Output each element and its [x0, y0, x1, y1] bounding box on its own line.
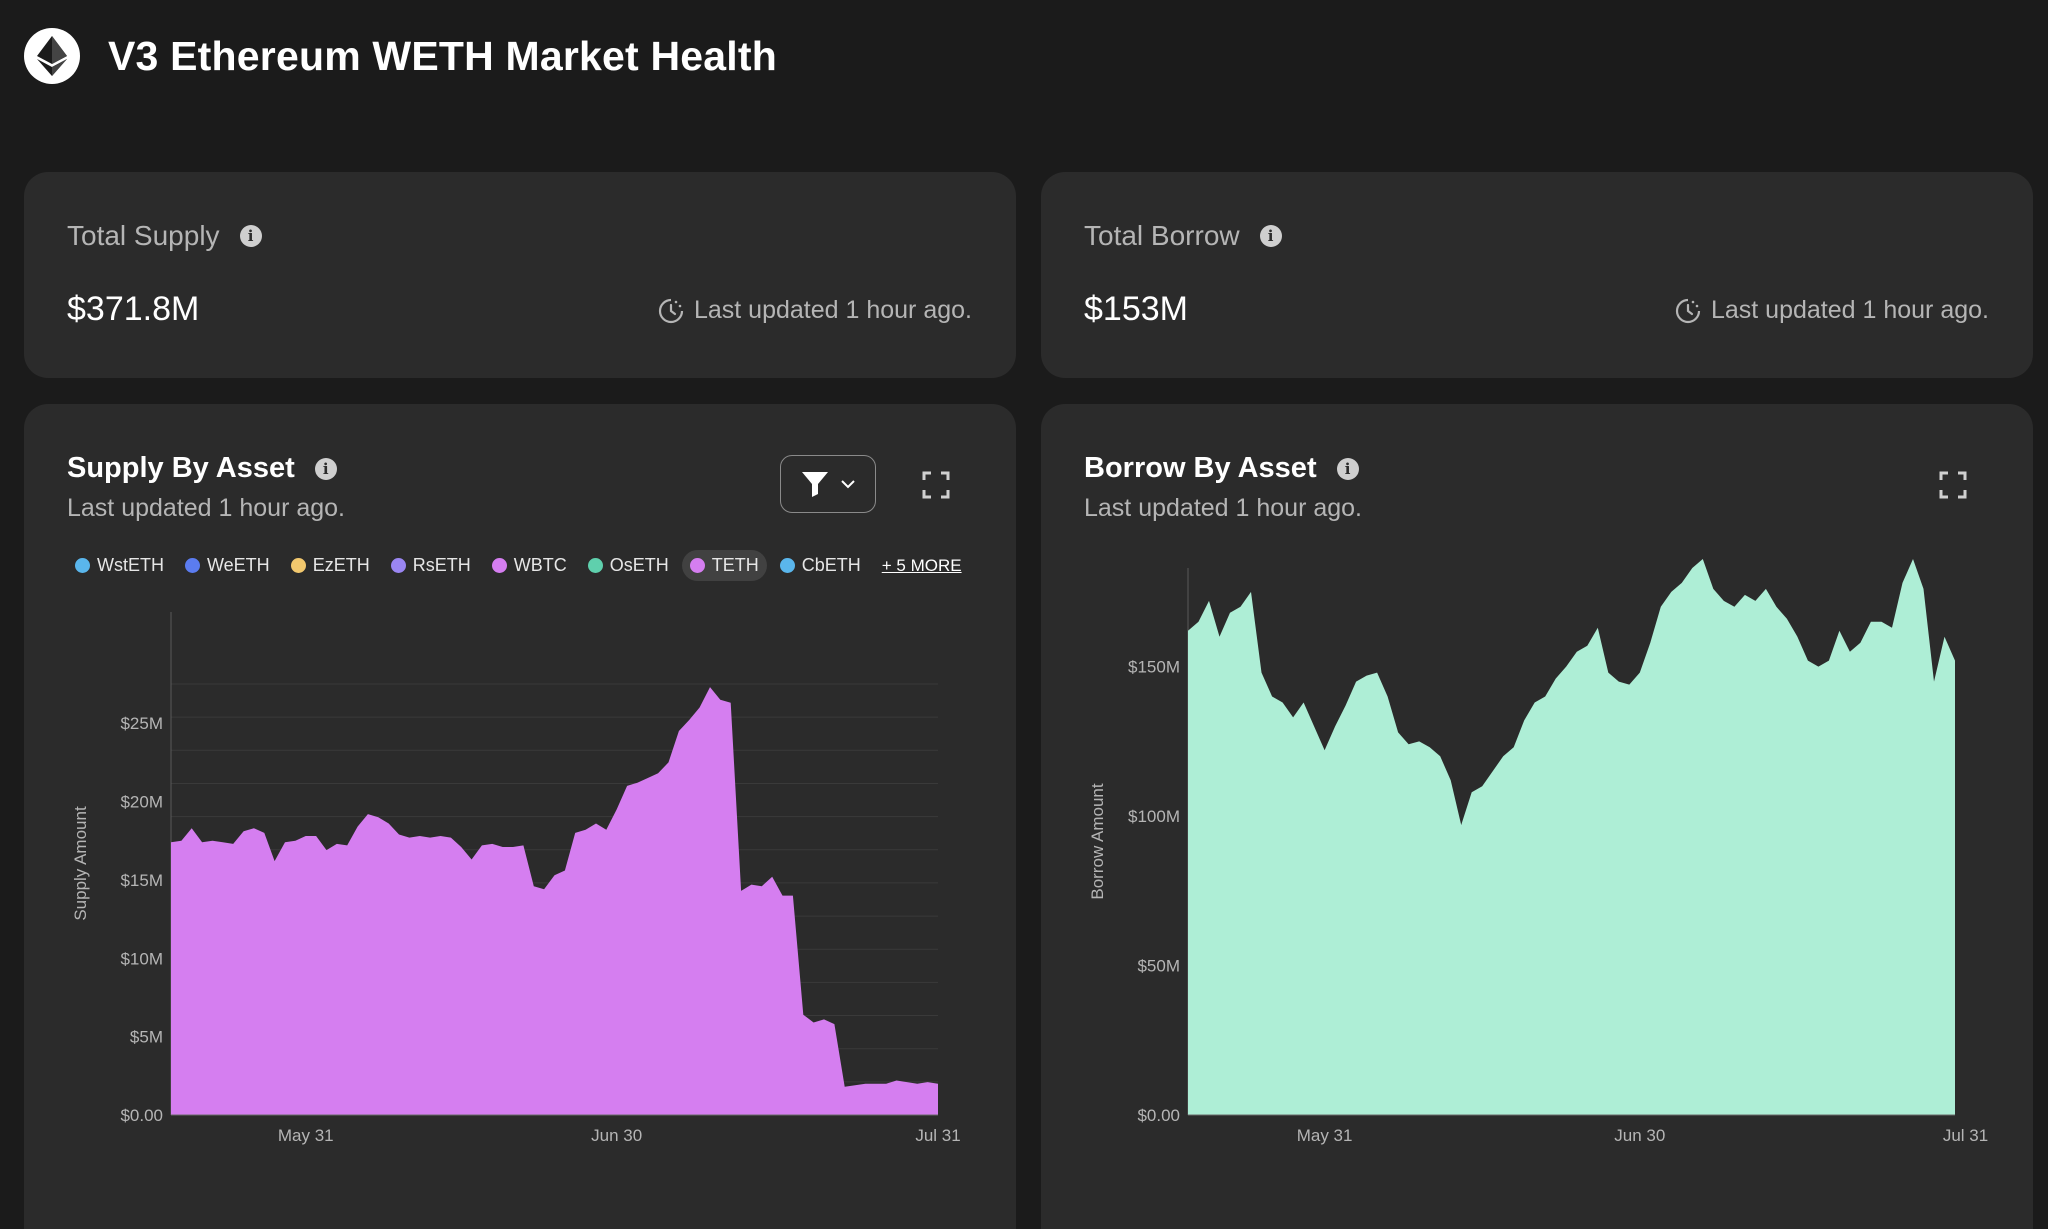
legend-item-ezeth[interactable]: EzETH — [283, 550, 378, 581]
y-tick-label: $50M — [1137, 957, 1180, 976]
expand-icon[interactable] — [1938, 470, 1968, 500]
legend-item-wsteth[interactable]: WstETH — [67, 550, 172, 581]
filter-dropdown-button[interactable] — [780, 455, 876, 513]
total-supply-value: $371.8M — [67, 290, 200, 328]
total-supply-label: Total Supply — [67, 220, 220, 251]
total-borrow-card: Total Borrow i $153M Last updated 1 hour… — [1041, 172, 2033, 378]
total-borrow-value: $153M — [1084, 290, 1188, 328]
y-axis-label: Supply Amount — [71, 806, 90, 921]
y-tick-label: $20M — [120, 793, 163, 812]
more-legend-link[interactable]: + 5 MORE — [881, 555, 962, 575]
supply-chart-title: Supply By Asset i — [67, 452, 337, 485]
last-updated: Last updated 1 hour ago. — [658, 296, 972, 325]
legend-item-teth[interactable]: TETH — [681, 550, 767, 581]
y-tick-label: $150M — [1128, 658, 1180, 677]
last-updated-text: Last updated 1 hour ago. — [1710, 296, 1989, 324]
legend-label: RsETH — [412, 555, 471, 575]
legend-label: WeETH — [207, 555, 270, 575]
borrow-chart: $0.00 $50M $100M $150M May 31 Jun 30 Jul 31 Bor… — [1088, 559, 1988, 1145]
borrow-by-asset-card: Borrow By Asset i Last updated 1 hour ag… — [1041, 404, 2033, 1229]
legend-item-weeth[interactable]: WeETH — [177, 550, 278, 581]
borrow-chart-title-text: Borrow By Asset — [1084, 452, 1317, 484]
x-tick-label: Jun 30 — [591, 1126, 642, 1145]
legend-label: WBTC — [513, 555, 567, 575]
y-tick-label: $10M — [120, 949, 163, 968]
expand-icon[interactable] — [921, 470, 951, 500]
y-axis-label: Borrow Amount — [1088, 783, 1107, 899]
legend-dot — [290, 558, 306, 573]
legend-dot — [491, 558, 507, 573]
supply-chart-subtitle: Last updated 1 hour ago. — [67, 494, 346, 522]
x-tick-label: Jul 31 — [915, 1126, 960, 1145]
ethereum-icon — [24, 28, 80, 84]
legend-item-cbeth[interactable]: CbETH — [772, 550, 869, 581]
last-updated-text: Last updated 1 hour ago. — [693, 296, 972, 324]
legend-dot — [390, 558, 406, 573]
legend-dot — [689, 558, 705, 573]
legend-label: OsETH — [609, 555, 669, 575]
borrow-chart-subtitle: Last updated 1 hour ago. — [1084, 494, 1363, 522]
chevron-down-icon — [841, 480, 855, 489]
legend-label: EzETH — [312, 555, 370, 575]
supply-by-asset-card: Supply By Asset i Last updated 1 hour ag… — [24, 404, 1016, 1229]
y-tick-label: $0.00 — [120, 1106, 163, 1125]
total-borrow-title: Total Borrow i — [1084, 220, 1282, 252]
legend-dot — [779, 558, 795, 573]
legend-label: WstETH — [97, 555, 164, 575]
page-title: V3 Ethereum WETH Market Health — [108, 32, 777, 79]
legend-dot — [75, 558, 90, 573]
x-tick-label: Jul 31 — [1943, 1126, 1988, 1145]
info-icon[interactable]: i — [1259, 225, 1282, 247]
supply-chart: $0.00 $5M $10M $15M $20M $25M May 31 Jun 30 Jul … — [71, 612, 961, 1145]
clock-icon — [1675, 298, 1701, 323]
y-tick-label: $100M — [1128, 807, 1180, 826]
y-tick-label: $0.00 — [1137, 1106, 1180, 1125]
legend-label: TETH — [711, 555, 759, 575]
x-tick-label: Jun 30 — [1614, 1126, 1665, 1145]
y-tick-label: $5M — [130, 1028, 163, 1047]
legend-dot — [185, 558, 200, 573]
y-tick-label: $25M — [120, 714, 163, 733]
info-icon[interactable]: i — [239, 225, 262, 247]
total-supply-card: Total Supply i $371.8M Last updated 1 ho… — [24, 172, 1016, 378]
x-tick-label: May 31 — [1297, 1126, 1353, 1145]
clock-icon — [658, 298, 684, 323]
info-icon[interactable]: i — [314, 457, 337, 480]
legend-label: CbETH — [801, 555, 861, 575]
legend-item-oseth[interactable]: OsETH — [580, 550, 677, 581]
total-supply-title: Total Supply i — [67, 220, 262, 252]
filter-icon — [802, 472, 828, 497]
supply-legend: WstETH WeETH EzETH RsETH WBTC OsETH TETH CbETH +… — [67, 550, 962, 581]
x-tick-label: May 31 — [278, 1126, 334, 1145]
page-header: V3 Ethereum WETH Market Health — [24, 28, 777, 84]
last-updated: Last updated 1 hour ago. — [1675, 296, 1989, 325]
borrow-chart-title: Borrow By Asset i — [1084, 452, 1359, 485]
supply-chart-title-text: Supply By Asset — [67, 452, 295, 484]
legend-item-wbtc[interactable]: WBTC — [484, 550, 575, 581]
borrow-area-series — [1188, 559, 1955, 1115]
supply-area-series — [171, 687, 938, 1115]
info-icon[interactable]: i — [1336, 457, 1359, 480]
legend-dot — [587, 558, 603, 573]
y-tick-label: $15M — [120, 871, 163, 890]
total-borrow-label: Total Borrow — [1084, 220, 1240, 251]
legend-item-rseth[interactable]: RsETH — [383, 550, 479, 581]
